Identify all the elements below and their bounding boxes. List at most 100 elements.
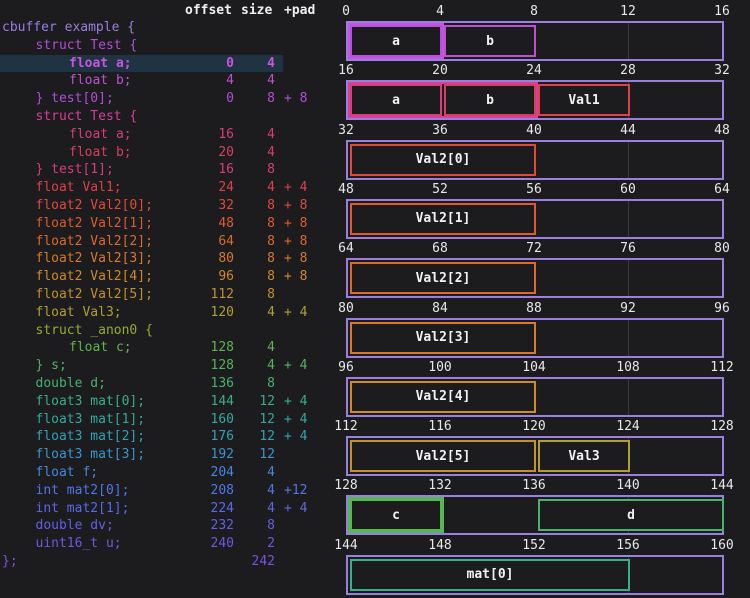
offset-value: 80 [218,251,234,267]
size-value: 8 [267,518,275,534]
offset-value: 192 [210,447,234,463]
register-row-track [346,21,724,61]
code-line[interactable]: float a; 16 4 [0,126,320,144]
field-block[interactable]: b [444,84,536,117]
field-block[interactable]: d [538,499,724,532]
offset-value: 32 [218,198,234,213]
code-line[interactable]: } test[0]; 0 8 + 8 [0,90,320,108]
code-line[interactable]: double d; 136 8 [0,375,320,393]
code-line[interactable]: } test[1]; 16 8 [0,161,320,179]
field-label: Val2[4] [415,389,471,405]
code-line[interactable]: double dv; 232 8 [0,517,320,535]
declaration-text: float Val3; [35,304,122,320]
code-line[interactable]: float2 Val2[3]; 80 8 + 8 [0,250,320,268]
declaration-text: float3 mat[0]; [35,393,146,409]
code-line[interactable]: struct Test { [0,108,320,126]
code-line[interactable]: }; 242 [0,553,320,571]
offset-tick-label: 104 [522,359,546,375]
pad-value: + 4 [284,411,308,427]
offset-tick-label: 72 [526,241,542,257]
offset-value: 232 [210,518,234,534]
code-line[interactable]: int mat2[0]; 208 4 +12 [0,482,320,500]
offset-tick-label: 12 [620,4,636,19]
code-line[interactable]: float a; 0 4 [0,54,283,73]
offset-tick-label: 64 [338,241,354,257]
field-block[interactable]: a [350,25,442,57]
field-label: Val3 [568,448,600,464]
pad-value: + 4 [284,180,308,196]
pad-value: + 8 [284,233,308,249]
offset-value: 0 [226,55,234,71]
code-line[interactable]: float3 mat[2]; 176 12 + 4 [0,428,320,446]
offset-value: 112 [210,287,234,302]
code-line[interactable]: float Val1; 24 4 + 4 [0,179,320,197]
field-block[interactable]: Val2[4] [350,380,536,413]
field-block[interactable]: Val2[0] [350,143,536,176]
offset-tick-label: 48 [338,181,354,197]
offset-tick-label: 144 [334,537,358,553]
register-row-track [346,376,724,417]
code-line[interactable]: float c; 128 4 [0,339,320,357]
offset-tick-label: 80 [714,241,730,257]
code-line[interactable]: float2 Val2[1]; 48 8 + 8 [0,215,320,233]
declaration-text: float2 Val2[3]; [35,251,153,267]
field-block[interactable]: Val1 [538,84,630,117]
size-value: 4 [267,180,275,196]
code-line[interactable]: float2 Val2[2]; 64 8 + 8 [0,233,320,251]
code-line[interactable]: struct _anon0 { [0,322,320,340]
register-divider [628,23,629,59]
code-line[interactable]: float2 Val2[4]; 96 8 + 8 [0,268,320,286]
size-value: 4 [267,340,275,356]
offset-tick-label: 24 [526,63,542,79]
field-block[interactable]: b [444,25,536,57]
register-row-track [346,436,724,477]
field-label: b [486,33,494,49]
offset-tick-label: 32 [338,122,354,138]
code-line[interactable]: float f; 204 4 [0,464,320,482]
declaration-text: float b; [69,144,132,160]
register-row-track [346,554,724,595]
offset-tick-label: 40 [526,122,542,138]
code-line[interactable]: cbuffer example { [0,19,320,37]
field-block[interactable]: c [350,499,442,532]
code-line[interactable]: float3 mat[1]; 160 12 + 4 [0,411,320,429]
code-line[interactable]: int mat2[1]; 224 4 + 4 [0,500,320,518]
register-divider [628,200,629,237]
field-block[interactable]: Val2[3] [350,321,536,354]
size-value: 8 [267,91,275,107]
declaration-text: float2 Val2[2]; [35,233,153,249]
field-block[interactable]: Val2[2] [350,262,536,295]
field-block[interactable]: a [350,84,442,117]
code-line[interactable]: float3 mat[3]; 192 12 [0,446,320,464]
field-block[interactable]: mat[0] [350,558,630,591]
code-line[interactable]: } s; 128 4 + 4 [0,357,320,375]
offset-tick-label: 120 [522,419,546,435]
offset-value: 208 [210,482,234,498]
field-block[interactable]: Val2[1] [350,202,536,235]
field-block[interactable]: Val3 [538,440,630,473]
declaration-text: int mat2[0]; [35,482,130,498]
field-block[interactable]: Val2[5] [350,440,536,473]
declaration-text: float2 Val2[5]; [35,287,153,302]
offset-tick-label: 132 [428,478,452,494]
code-line[interactable]: float2 Val2[5]; 112 8 [0,286,320,304]
size-value: 8 [267,198,275,213]
code-line[interactable]: struct Test { [0,37,320,55]
declaration-text: struct _anon0 { [35,322,153,338]
offset-tick-label: 100 [428,359,452,375]
pad-value: + 8 [284,198,308,213]
offset-tick-label: 80 [338,300,354,316]
code-line[interactable]: float3 mat[0]; 144 12 + 4 [0,393,320,411]
code-line[interactable]: float b; 4 4 [0,72,320,90]
register-divider [628,378,629,415]
offset-tick-label: 112 [334,419,358,435]
offset-tick-label: 140 [616,478,640,494]
code-line[interactable]: float b; 20 4 [0,144,320,162]
size-value: 4 [267,465,275,480]
code-line[interactable]: float Val3; 120 4 + 4 [0,304,320,322]
pad-value: + 4 [284,500,308,516]
code-line[interactable]: uint16_t u; 240 2 [0,535,320,553]
offset-tick-label: 16 [338,63,354,79]
code-line[interactable]: float2 Val2[0]; 32 8 + 8 [0,197,320,215]
